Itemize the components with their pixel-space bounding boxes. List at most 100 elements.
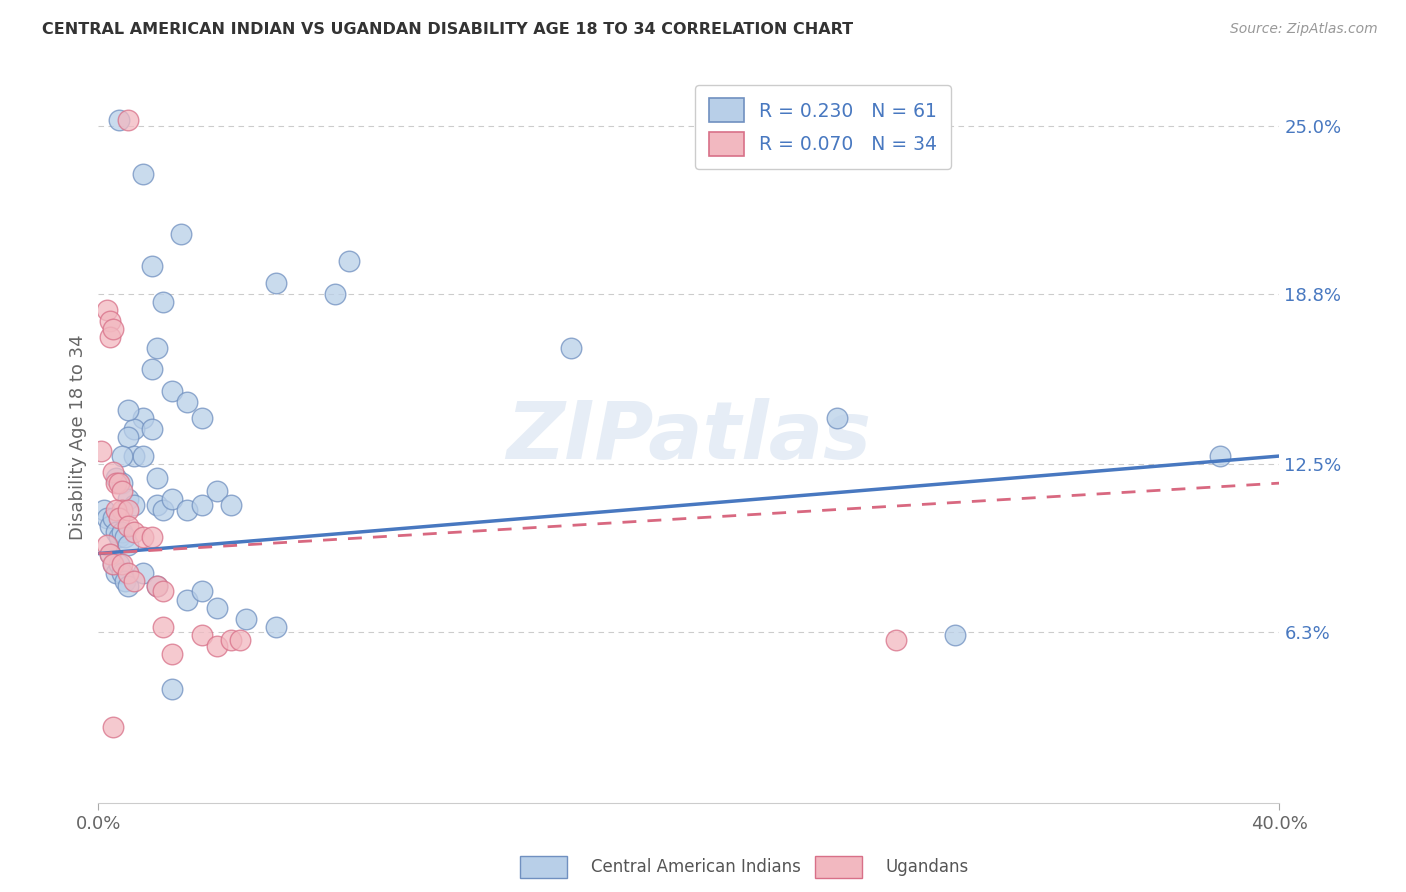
Point xyxy=(117,519,139,533)
Point xyxy=(884,633,907,648)
Point xyxy=(825,411,848,425)
Point xyxy=(132,530,155,544)
Y-axis label: Disability Age 18 to 34: Disability Age 18 to 34 xyxy=(69,334,87,540)
Point xyxy=(146,579,169,593)
Point xyxy=(235,611,257,625)
Point xyxy=(98,330,121,344)
Point xyxy=(103,558,125,572)
Point xyxy=(103,720,125,734)
Point xyxy=(96,538,118,552)
Point xyxy=(90,443,112,458)
Point xyxy=(93,503,115,517)
Point xyxy=(122,524,145,539)
Point xyxy=(152,620,174,634)
Point xyxy=(205,639,228,653)
Point xyxy=(122,498,145,512)
Point xyxy=(111,503,134,517)
Point xyxy=(103,322,125,336)
Point xyxy=(146,341,169,355)
Point xyxy=(105,503,128,517)
Text: Source: ZipAtlas.com: Source: ZipAtlas.com xyxy=(1230,22,1378,37)
Text: ZIPatlas: ZIPatlas xyxy=(506,398,872,476)
Point xyxy=(141,422,163,436)
Point xyxy=(132,566,155,580)
Point xyxy=(108,511,131,525)
Point xyxy=(96,302,118,317)
Point xyxy=(117,403,139,417)
Point xyxy=(117,566,139,580)
Point xyxy=(191,498,214,512)
Point xyxy=(191,411,214,425)
Point xyxy=(152,584,174,599)
Point xyxy=(132,167,155,181)
Point xyxy=(264,276,287,290)
Point xyxy=(96,511,118,525)
Point xyxy=(111,566,134,580)
Point xyxy=(122,422,145,436)
Point xyxy=(191,628,214,642)
Point xyxy=(98,313,121,327)
Legend: R = 0.230   N = 61, R = 0.070   N = 34: R = 0.230 N = 61, R = 0.070 N = 34 xyxy=(695,85,950,169)
Point xyxy=(205,600,228,615)
Point xyxy=(176,395,198,409)
Point xyxy=(162,492,183,507)
Point xyxy=(117,538,139,552)
Point xyxy=(264,620,287,634)
Point xyxy=(103,511,125,525)
Point xyxy=(117,492,139,507)
Point xyxy=(108,558,131,572)
Point xyxy=(141,260,163,274)
Point xyxy=(117,113,139,128)
Point xyxy=(117,579,139,593)
Point xyxy=(103,558,125,572)
Point xyxy=(98,519,121,533)
Point xyxy=(162,384,183,398)
Point xyxy=(103,465,125,479)
Point xyxy=(132,449,155,463)
Point xyxy=(560,341,582,355)
Point xyxy=(122,449,145,463)
Point xyxy=(339,254,360,268)
Point xyxy=(176,592,198,607)
Point xyxy=(98,547,121,561)
Point xyxy=(111,524,134,539)
Point xyxy=(141,362,163,376)
Point xyxy=(141,530,163,544)
Point xyxy=(105,471,128,485)
Point xyxy=(117,430,139,444)
Point xyxy=(152,503,174,517)
Point xyxy=(105,566,128,580)
Point xyxy=(122,574,145,588)
Text: Central American Indians: Central American Indians xyxy=(591,858,800,876)
Point xyxy=(111,484,134,499)
Point xyxy=(943,628,966,642)
Point xyxy=(146,579,169,593)
Point xyxy=(146,498,169,512)
Point xyxy=(108,530,131,544)
Text: Ugandans: Ugandans xyxy=(886,858,969,876)
Point xyxy=(117,503,139,517)
Point xyxy=(162,647,183,661)
Point xyxy=(162,681,183,696)
Point xyxy=(146,471,169,485)
Point xyxy=(219,498,242,512)
Point xyxy=(170,227,193,241)
Point xyxy=(98,547,121,561)
Point xyxy=(111,558,134,572)
Point xyxy=(132,411,155,425)
Point xyxy=(219,633,242,648)
Point xyxy=(114,574,136,588)
Point xyxy=(176,503,198,517)
Point xyxy=(152,294,174,309)
Point xyxy=(229,633,252,648)
Point xyxy=(105,524,128,539)
Point xyxy=(111,449,134,463)
Point xyxy=(108,476,131,491)
Point xyxy=(191,584,214,599)
Text: CENTRAL AMERICAN INDIAN VS UGANDAN DISABILITY AGE 18 TO 34 CORRELATION CHART: CENTRAL AMERICAN INDIAN VS UGANDAN DISAB… xyxy=(42,22,853,37)
Point xyxy=(105,476,128,491)
Point xyxy=(205,484,228,499)
Point xyxy=(114,530,136,544)
Point xyxy=(108,113,131,128)
Point xyxy=(111,476,134,491)
